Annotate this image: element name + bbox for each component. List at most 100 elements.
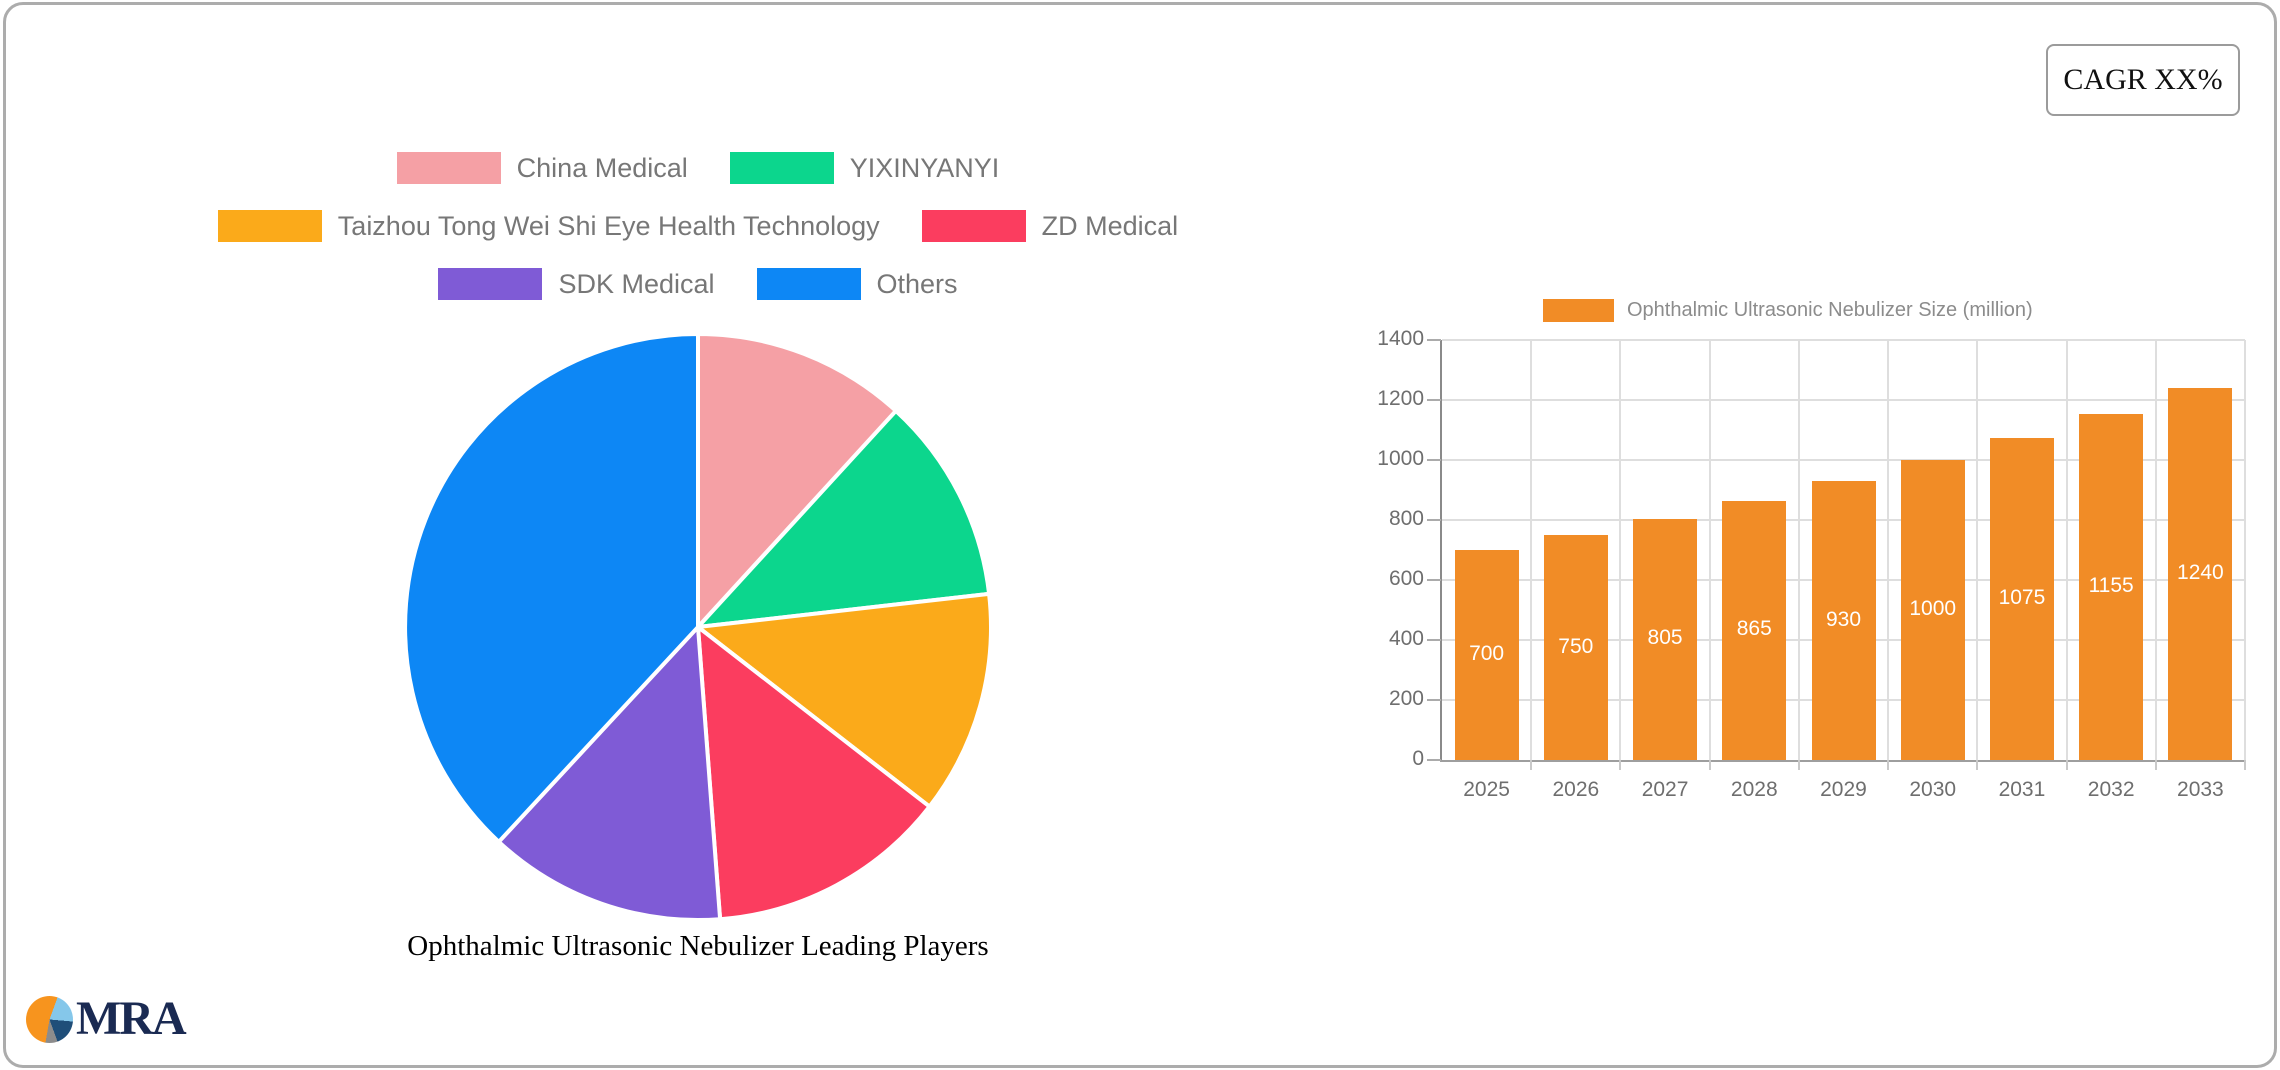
bar-chart: 0 200 400 600 800 1000 1200 1400 700 2025 750 2026 8… [1377,327,2246,801]
bar-2028 [1722,500,1787,760]
y-tick-mark [1427,699,1441,701]
pie-slice-yixinyanyi [696,408,992,629]
gridline [1530,340,1533,760]
gridline [1442,399,2245,401]
gridline [1442,459,2245,461]
cagr-badge: CAGR XX% [2046,44,2240,116]
y-axis-label: 1200 [1377,387,1424,410]
legend-label: SDK Medical [558,268,715,299]
pie-legend-row: SDK Medical Others [438,268,958,300]
x-tick-mark [1530,760,1533,770]
legend-swatch [217,210,322,242]
y-axis-label: 1000 [1377,447,1424,470]
bar-value-label: 1000 [1909,597,1957,620]
bar-2029 [1811,481,1876,760]
gridline [1976,340,1979,760]
x-tick-mark [1708,760,1711,770]
pie-chart [403,332,993,922]
gridline [1887,340,1890,760]
logo: MRA [26,995,187,1043]
x-axis-label: 2028 [1730,778,1778,801]
legend-label: ZD Medical [1041,210,1179,241]
y-tick-mark [1427,519,1441,521]
bar-value-label: 805 [1647,626,1683,650]
pie-slice-zd-medical [696,625,932,922]
pie-chart-title: Ophthalmic Ultrasonic Nebulizer Leading … [407,930,989,962]
legend-item-zd-medical[interactable]: ZD Medical [921,210,1179,242]
gridline [1442,339,2245,341]
y-tick-mark [1427,459,1441,461]
x-tick-mark [1619,760,1622,770]
y-axis-label: 400 [1388,627,1424,650]
x-tick-mark [1887,760,1890,770]
pie-legend-row: Taizhou Tong Wei Shi Eye Health Technolo… [217,210,1179,242]
pie-legend: China Medical YIXINYANYI Taizhou Tong Wei … [60,152,1336,300]
bar-value-label: 700 [1469,642,1505,665]
legend-item-others[interactable]: Others [756,268,958,300]
legend-item-china-medical[interactable]: China Medical [396,152,688,184]
x-axis-label: 2027 [1641,778,1689,801]
bar-legend-label: Ophthalmic Ultrasonic Nebulizer Size (mi… [1627,299,2033,321]
y-axis-label: 1400 [1377,327,1424,350]
bar-legend-swatch [1543,299,1614,322]
y-tick-mark [1427,579,1441,581]
x-axis-label: 2029 [1820,778,1867,801]
y-axis-label: 800 [1388,507,1424,530]
legend-item-sdk-medical[interactable]: SDK Medical [438,268,715,300]
legend-label: Taizhou Tong Wei Shi Eye Health Technolo… [337,210,880,241]
bar-value-label: 1240 [2177,561,2224,584]
pie-slice-china-medical [696,332,898,629]
y-tick-mark [1427,399,1441,401]
bar-legend[interactable]: Ophthalmic Ultrasonic Nebulizer Size (mi… [1543,299,2033,322]
bar-2032 [2079,413,2144,760]
legend-swatch [921,210,1026,242]
legend-swatch [729,152,834,184]
pie-slice-taizhou-tong-wei-shi-eye-health-technology [696,591,993,809]
legend-item-yixinyanyi[interactable]: YIXINYANYI [729,152,1000,184]
y-axis-label: 0 [1412,747,1424,770]
x-axis-label: 2032 [2087,778,2135,801]
x-tick-mark [2244,760,2246,770]
pie-legend-row: China Medical YIXINYANYI [396,152,1000,184]
bar-value-label: 750 [1558,634,1594,658]
legend-label: China Medical [516,152,688,183]
y-tick-mark [1427,759,1441,761]
pie-slice-sdk-medical [496,625,723,922]
legend-swatch [756,268,861,300]
y-tick-mark [1427,639,1441,641]
gridline [2154,340,2157,760]
report-card [3,2,2277,1068]
y-axis-label: 600 [1388,567,1424,590]
pie-slice-others [403,332,700,844]
bar-value-label: 1155 [2088,573,2134,597]
bar-value-label: 865 [1736,617,1772,641]
x-tick-mark [2065,760,2068,770]
bar-2025 [1454,550,1519,760]
legend-swatch [438,268,543,300]
bar-value-label: 1075 [1998,585,2046,609]
legend-item-taizhou-tong-wei-shi-eye-health-technology[interactable]: Taizhou Tong Wei Shi Eye Health Technolo… [217,210,880,242]
x-tick-mark [1976,760,1979,770]
x-axis-label: 2025 [1463,778,1510,801]
x-axis-label: 2033 [2177,778,2224,801]
gridline [1619,340,1622,760]
bar-value-label: 930 [1825,607,1862,631]
legend-swatch [396,152,501,184]
x-tick-mark [2154,760,2157,770]
gridline [1797,340,1800,760]
x-axis-line [1440,760,2246,762]
bar-2026 [1543,535,1608,760]
gridline [1708,340,1711,760]
bar-2030 [1900,460,1965,760]
bar-2031 [1989,437,2054,760]
y-axis-label: 200 [1388,687,1424,710]
legend-label: Others [876,268,958,299]
x-axis-label: 2026 [1552,778,1600,801]
bar-2033 [2168,388,2233,760]
gridline [2244,340,2246,760]
x-tick-mark [1797,760,1800,770]
gridline [2065,340,2068,760]
legend-label: YIXINYANYI [849,152,1000,183]
bar-2027 [1633,518,1698,760]
y-tick-mark [1427,339,1441,341]
